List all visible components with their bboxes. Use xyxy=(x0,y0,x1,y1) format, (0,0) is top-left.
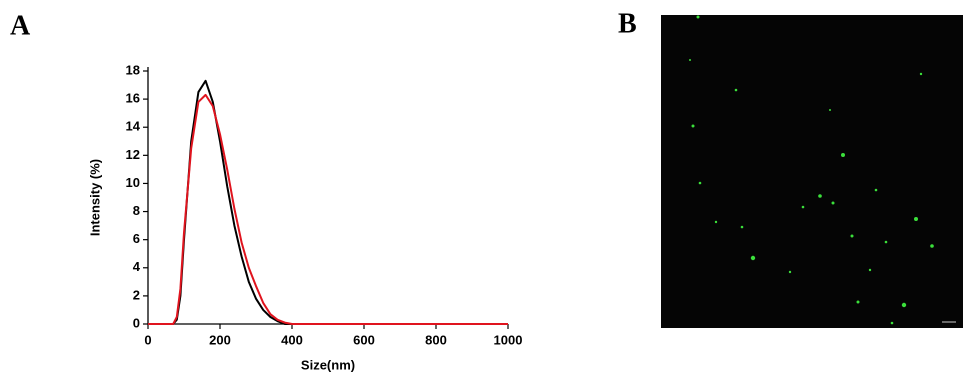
x-tick-label: 600 xyxy=(353,332,375,347)
x-axis-label: Size(nm) xyxy=(301,357,355,372)
figure: A B 0 2 4 6 8 10 12 14 16 18 0 200 400 600 800 1000 Size… xyxy=(0,0,963,377)
y-tick-label: 2 xyxy=(133,287,140,302)
y-tick-label: 14 xyxy=(126,119,141,134)
x-tick-label: 0 xyxy=(144,332,151,347)
y-tick-label: 8 xyxy=(133,203,140,218)
micrograph-background xyxy=(661,15,963,328)
y-tick-label: 4 xyxy=(133,259,141,274)
panel-label: A xyxy=(10,10,31,41)
x-tick-label: 1000 xyxy=(494,332,523,347)
y-tick-label: 16 xyxy=(126,91,140,106)
y-tick-label: 0 xyxy=(133,315,140,330)
micrograph xyxy=(661,15,963,328)
y-tick-label: 10 xyxy=(126,175,140,190)
x-tick-label: 800 xyxy=(425,332,447,347)
x-tick-label: 200 xyxy=(209,332,231,347)
panel-label: B xyxy=(618,8,637,39)
y-tick-label: 12 xyxy=(126,147,140,162)
x-tick-label: 400 xyxy=(281,332,303,347)
y-axis-label: Intensity (%) xyxy=(87,159,102,236)
series-line xyxy=(148,95,508,324)
y-tick-label: 18 xyxy=(126,62,140,77)
series-line xyxy=(148,81,508,324)
y-tick-label: 6 xyxy=(133,231,140,246)
